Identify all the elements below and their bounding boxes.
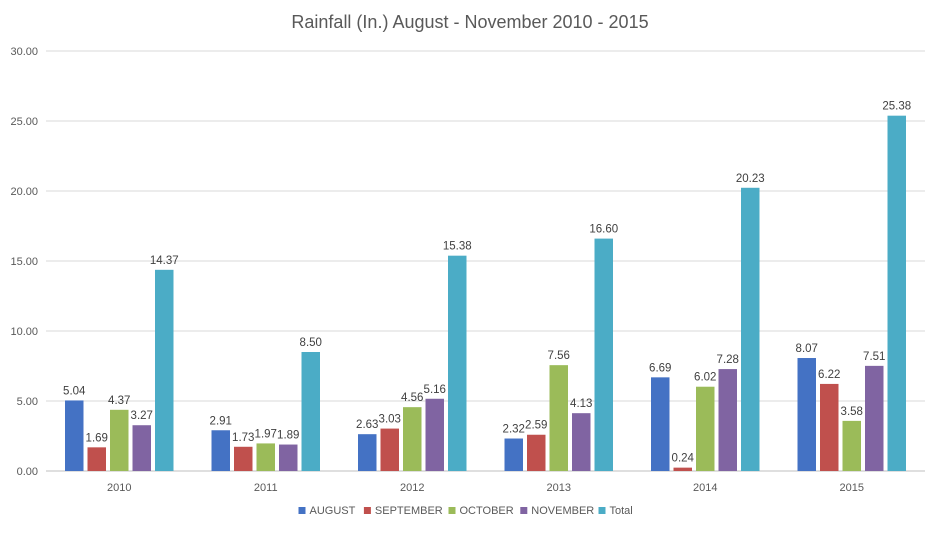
legend-label: AUGUST bbox=[310, 505, 356, 517]
bar-september-2011 bbox=[234, 446, 253, 471]
x-tick-label: 2012 bbox=[400, 482, 424, 494]
legend-item-total: Total bbox=[598, 505, 633, 517]
chart-title: Rainfall (In.) August - November 2010 - … bbox=[291, 12, 648, 32]
data-label: 15.38 bbox=[443, 241, 472, 253]
bar-august-2011 bbox=[211, 430, 230, 471]
data-label: 14.37 bbox=[150, 255, 179, 267]
bar-october-2012 bbox=[403, 407, 422, 471]
bar-september-2013 bbox=[527, 434, 546, 471]
data-label: 25.38 bbox=[882, 101, 911, 113]
bar-november-2014 bbox=[718, 369, 737, 471]
legend-swatch bbox=[448, 507, 456, 514]
legend-swatch bbox=[598, 507, 606, 514]
data-label: 6.22 bbox=[818, 369, 840, 381]
data-label: 7.28 bbox=[717, 354, 739, 366]
bar-august-2013 bbox=[504, 438, 523, 471]
bar-total-2014 bbox=[741, 187, 760, 471]
legend-swatch bbox=[363, 507, 371, 514]
legend-swatch bbox=[298, 507, 306, 514]
data-label: 1.97 bbox=[255, 428, 277, 440]
data-label: 3.03 bbox=[379, 414, 401, 426]
data-label: 1.73 bbox=[232, 432, 254, 444]
bar-total-2010 bbox=[155, 269, 174, 471]
data-label: 8.07 bbox=[796, 343, 818, 355]
legend: AUGUST SEPTEMBER OCTOBER NOVEMBER Total bbox=[298, 505, 633, 517]
data-label: 6.69 bbox=[649, 362, 671, 374]
bar-september-2010 bbox=[87, 447, 106, 471]
gridlines bbox=[46, 50, 925, 472]
data-label: 7.56 bbox=[548, 350, 570, 362]
data-label: 2.32 bbox=[503, 424, 525, 436]
data-label: 4.37 bbox=[108, 395, 130, 407]
data-label: 3.27 bbox=[131, 410, 153, 422]
y-tick-label: 5.00 bbox=[17, 396, 38, 408]
data-label: 6.02 bbox=[694, 372, 716, 384]
data-label: 4.56 bbox=[401, 392, 423, 404]
data-label: 5.16 bbox=[424, 384, 446, 396]
y-tick-label: 10.00 bbox=[10, 326, 38, 338]
legend-item-october: OCTOBER bbox=[448, 505, 514, 517]
legend-label: OCTOBER bbox=[460, 505, 514, 517]
data-label: 8.50 bbox=[300, 337, 322, 349]
data-label: 7.51 bbox=[863, 351, 885, 363]
data-label: 2.63 bbox=[356, 419, 378, 431]
bar-november-2015 bbox=[865, 365, 884, 471]
legend-label: SEPTEMBER bbox=[375, 505, 443, 517]
bar-total-2011 bbox=[301, 352, 320, 471]
legend-item-november: NOVEMBER bbox=[520, 505, 594, 517]
data-label: 5.04 bbox=[63, 385, 86, 397]
bar-november-2012 bbox=[425, 398, 444, 471]
data-label: 1.89 bbox=[277, 430, 299, 442]
bar-october-2013 bbox=[549, 365, 568, 471]
bar-september-2012 bbox=[380, 428, 399, 471]
x-tick-label: 2014 bbox=[693, 482, 717, 494]
y-tick-label: 30.00 bbox=[10, 46, 38, 58]
x-axis: 2010 2011 2012 2013 2014 2015 bbox=[107, 482, 864, 494]
y-tick-label: 20.00 bbox=[10, 186, 38, 198]
bar-september-2015 bbox=[820, 383, 839, 471]
y-tick-label: 25.00 bbox=[10, 116, 38, 128]
data-label: 2.59 bbox=[525, 420, 547, 432]
x-tick-label: 2015 bbox=[840, 482, 864, 494]
y-axis: 0.00 5.00 10.00 15.00 20.00 25.00 30.00 bbox=[10, 46, 38, 478]
bar-august-2014 bbox=[651, 377, 670, 471]
bar-october-2010 bbox=[110, 409, 129, 471]
data-label: 2.91 bbox=[210, 415, 232, 427]
bar-total-2015 bbox=[887, 115, 906, 472]
x-tick-label: 2013 bbox=[547, 482, 571, 494]
bar-october-2011 bbox=[256, 443, 275, 471]
bar-november-2010 bbox=[132, 425, 151, 471]
bar-october-2014 bbox=[696, 386, 715, 471]
data-label: 1.69 bbox=[86, 432, 108, 444]
data-labels: 5.04 1.69 4.373.27 14.37 2.911.73 1.97 1.89 8.5… bbox=[63, 101, 911, 465]
x-tick-label: 2011 bbox=[254, 482, 278, 494]
data-label: 3.58 bbox=[841, 406, 863, 418]
legend-item-august: AUGUST bbox=[298, 505, 356, 517]
data-label: 0.24 bbox=[672, 453, 695, 465]
bar-november-2013 bbox=[572, 413, 591, 471]
y-tick-label: 0.00 bbox=[17, 466, 38, 478]
x-tick-label: 2010 bbox=[107, 482, 131, 494]
data-label: 4.13 bbox=[570, 398, 592, 410]
bar-total-2013 bbox=[594, 238, 613, 471]
bar-november-2011 bbox=[279, 444, 298, 471]
bar-august-2012 bbox=[358, 434, 377, 471]
bar-october-2015 bbox=[842, 420, 861, 471]
legend-label: Total bbox=[610, 505, 633, 517]
bar-august-2015 bbox=[797, 358, 816, 471]
bar-september-2014 bbox=[673, 467, 692, 471]
bars bbox=[65, 115, 906, 472]
bar-total-2012 bbox=[448, 255, 467, 471]
data-label: 20.23 bbox=[736, 173, 765, 185]
y-tick-label: 15.00 bbox=[10, 256, 38, 268]
data-label: 16.60 bbox=[589, 224, 618, 236]
legend-label: NOVEMBER bbox=[531, 505, 594, 517]
bar-august-2010 bbox=[65, 400, 84, 471]
legend-item-september: SEPTEMBER bbox=[363, 505, 443, 517]
legend-swatch bbox=[520, 507, 528, 514]
